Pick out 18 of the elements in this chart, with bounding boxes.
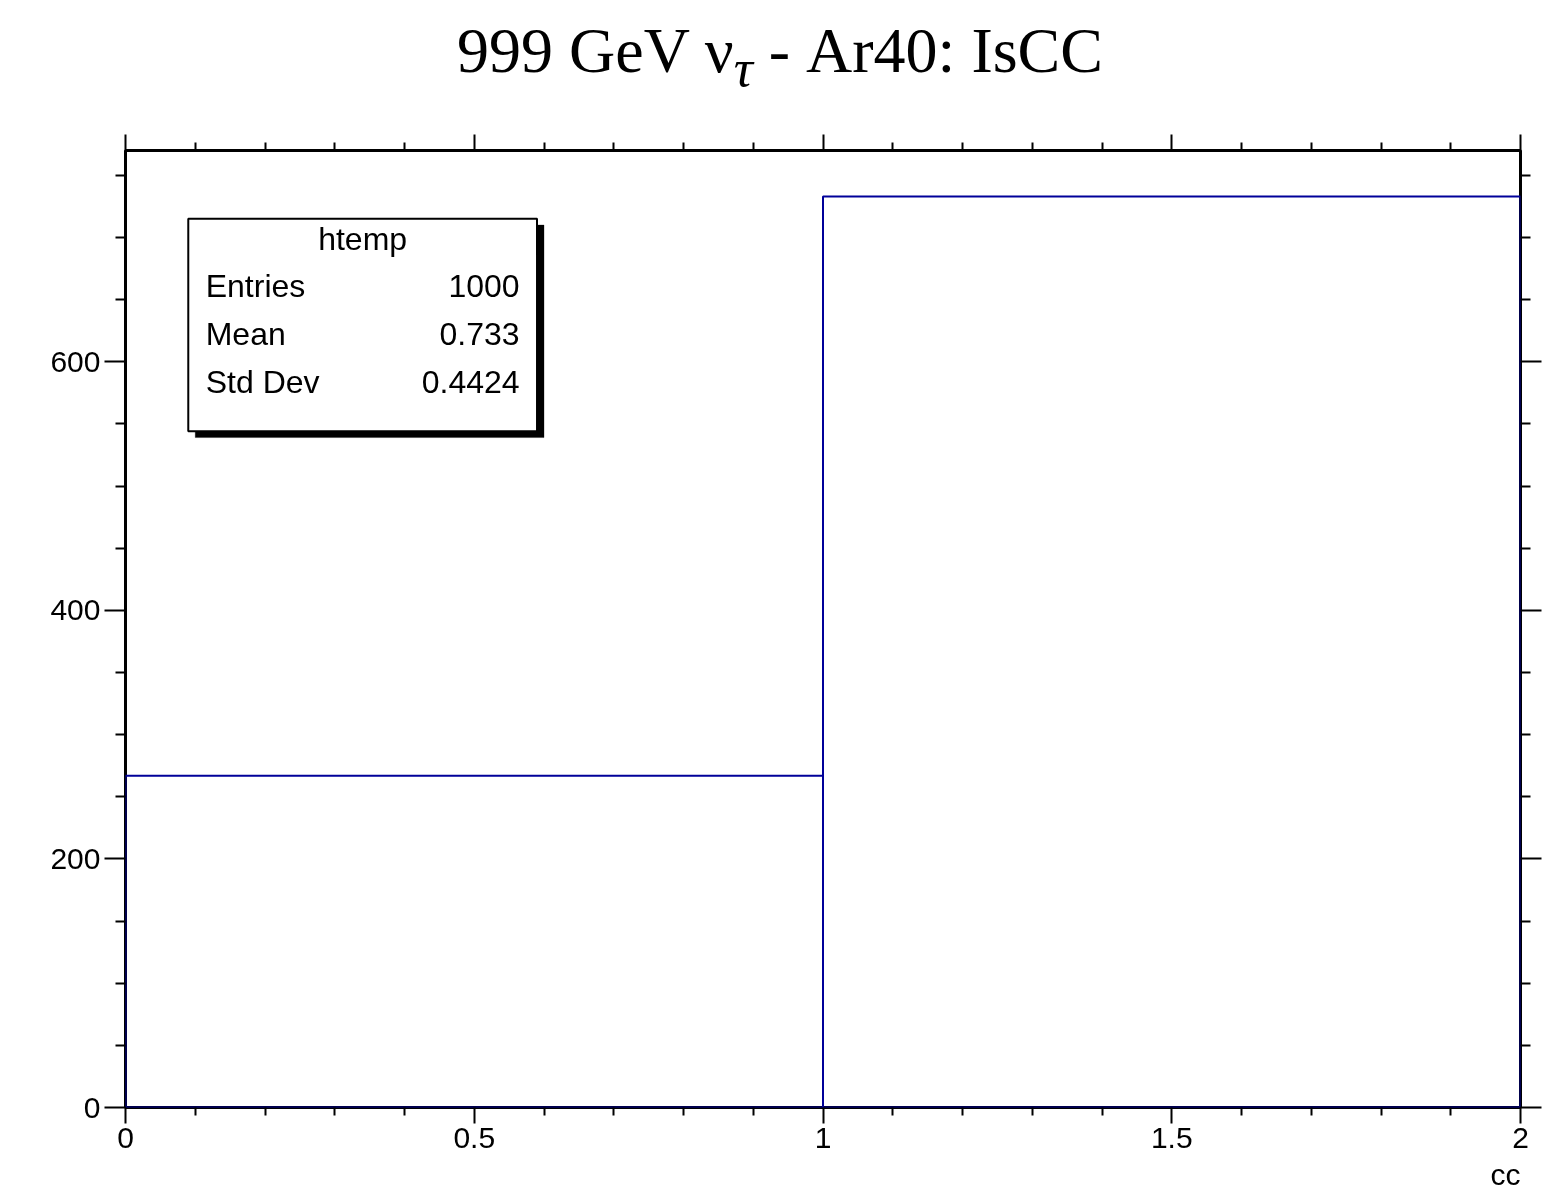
x-axis-title: cc bbox=[1490, 1157, 1521, 1191]
x-tick-label: 2 bbox=[1512, 1120, 1529, 1154]
annotation: 0.4424 bbox=[421, 364, 520, 401]
annotation: 1000 bbox=[448, 268, 520, 305]
x-tick-label: 0 bbox=[117, 1120, 134, 1154]
annotation: Std Dev bbox=[205, 364, 320, 401]
x-tick-label: 0.5 bbox=[453, 1120, 496, 1154]
annotation: Entries bbox=[205, 268, 306, 305]
x-tick-label: 1.5 bbox=[1150, 1120, 1193, 1154]
y-tick-label: 400 bbox=[50, 593, 101, 627]
y-tick-label: 600 bbox=[50, 344, 101, 378]
annotation: 0.733 bbox=[439, 316, 520, 353]
annotation: Mean bbox=[205, 316, 286, 353]
chart-title: 999 GeV ν$_{τ}$ - Ar40: IsCC bbox=[456, 14, 1104, 100]
y-tick-label: 0 bbox=[83, 1090, 101, 1124]
x-tick-label: 1 bbox=[814, 1120, 832, 1154]
annotation: htemp bbox=[318, 220, 408, 257]
y-tick-label: 200 bbox=[50, 841, 101, 875]
